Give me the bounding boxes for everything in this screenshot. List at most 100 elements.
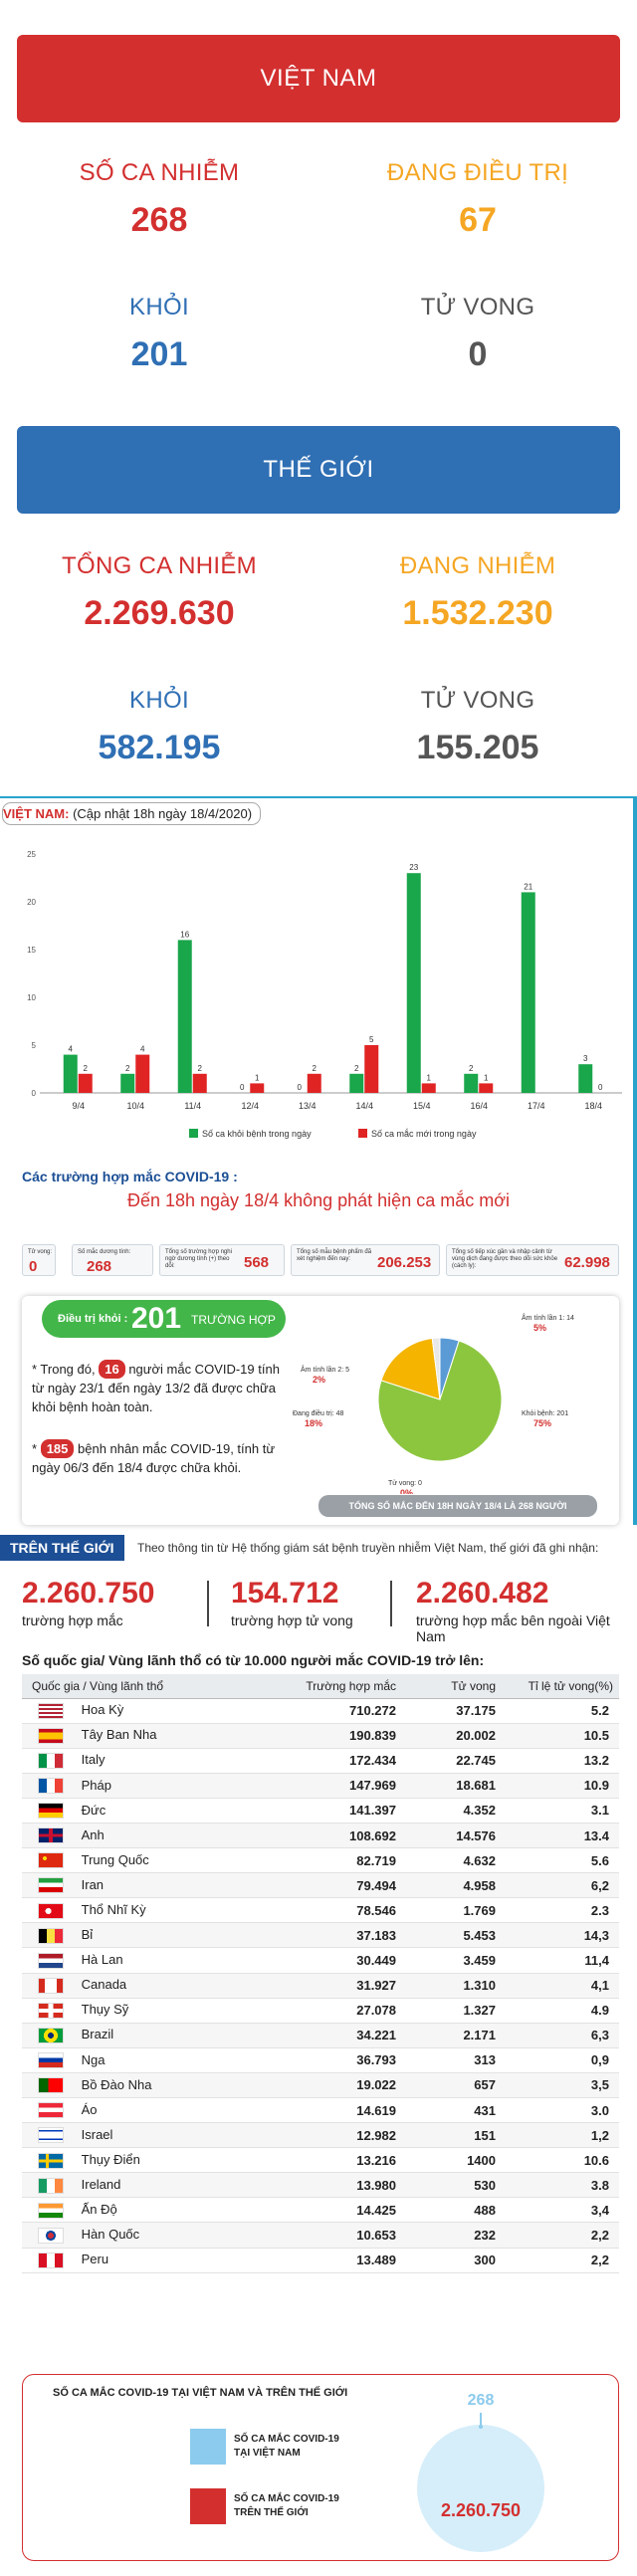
bar-data-label: 2 bbox=[469, 1064, 474, 1073]
bar-data-label: 1 bbox=[484, 1073, 489, 1082]
country-cell: Iran bbox=[22, 1872, 291, 1899]
country-name: Áo bbox=[81, 2101, 98, 2117]
vn-stat-recovered: KHỎI 201 bbox=[0, 294, 318, 374]
deaths-cell: 431 bbox=[410, 2097, 510, 2124]
vn-circle-label: 268 bbox=[468, 2392, 495, 2409]
note1-text: người mắc COVID-19 tính từ ngày 23/1 đến… bbox=[32, 1362, 280, 1414]
box-label: Tổng số tiếp xúc gần và nhập cảnh từ vùn… bbox=[452, 1249, 558, 1269]
deaths-cell: 2.171 bbox=[410, 2023, 510, 2048]
rate-cell: 14,3 bbox=[510, 1922, 619, 1949]
note2-prefix: * bbox=[32, 1441, 38, 1456]
country-cell: Hoa Kỳ bbox=[22, 1698, 291, 1724]
vietnam-detail-panel: VIỆT NAM: (Cập nhật 18h ngày 18/4/2020) … bbox=[0, 796, 637, 1525]
pie-label: Âm tính lần 1: 14 bbox=[522, 1313, 574, 1322]
stat-value: 67 bbox=[459, 201, 497, 239]
cases-cell: 13.489 bbox=[291, 2248, 410, 2273]
flag-fr-icon bbox=[38, 1778, 64, 1795]
cases-cell: 190.839 bbox=[291, 1723, 410, 1749]
rate-cell: 3.1 bbox=[510, 1798, 619, 1824]
cases-cell: 78.546 bbox=[291, 1897, 410, 1924]
table-row: Iran 79.494 4.958 6,2 bbox=[22, 1872, 619, 1899]
col-cases: Trường hợp mắc bbox=[291, 1674, 410, 1699]
stat-value: 155.205 bbox=[416, 729, 539, 766]
country-name: Anh bbox=[81, 1826, 105, 1842]
bar-data-label: 4 bbox=[69, 1045, 74, 1054]
col-rate: Tỉ lệ tử vong(%) bbox=[510, 1674, 619, 1699]
table-row: Hoa Kỳ 710.272 37.175 5.2 bbox=[22, 1698, 619, 1724]
country-name: Nga bbox=[81, 2051, 106, 2067]
x-tick-label: 10/4 bbox=[126, 1101, 144, 1111]
country-name: Tây Ban Nha bbox=[81, 1727, 157, 1743]
stat-boxes: Tử vong: 0 Số mắc dương tính: 268 Tổng s… bbox=[22, 1244, 619, 1278]
comparison-title: SỐ CA MẮC COVID-19 TẠI VIỆT NAM VÀ TRÊN … bbox=[53, 2387, 348, 2399]
country-name: Hàn Quốc bbox=[81, 2227, 140, 2243]
cases-cell: 30.449 bbox=[291, 1947, 410, 1974]
deaths-cell: 5.453 bbox=[410, 1922, 510, 1949]
pie-label: Khỏi bệnh: 201 bbox=[522, 1409, 568, 1417]
rate-cell: 3,5 bbox=[510, 2072, 619, 2099]
pie-label: Tử vong: 0 bbox=[388, 1479, 422, 1487]
bar-data-label: 0 bbox=[298, 1083, 303, 1092]
recovered-box: Điều trị khỏi : 201 TRƯỜNG HỢP * Trong đ… bbox=[22, 1296, 619, 1525]
bar-data-label: 5 bbox=[369, 1035, 374, 1044]
stat-label: TỔNG CA NHIỄM bbox=[62, 552, 257, 579]
table-row: Thụy Điển 13.216 1400 10.6 bbox=[22, 2147, 619, 2174]
vn-stat-deaths: TỬ VONG 0 bbox=[318, 294, 637, 374]
flag-at-icon bbox=[38, 2102, 64, 2119]
country-name: Thụy Sỹ bbox=[81, 2002, 129, 2018]
flag-il-icon bbox=[38, 2127, 64, 2144]
bar-data-label: 2 bbox=[198, 1064, 203, 1073]
deaths-cell: 14.576 bbox=[410, 1823, 510, 1849]
comparison-box: SỐ CA MẮC COVID-19 TẠI VIỆT NAM VÀ TRÊN … bbox=[22, 2374, 619, 2561]
pie-percent: 5% bbox=[533, 1323, 546, 1333]
cases-cell: 141.397 bbox=[291, 1798, 410, 1824]
vn-stat-treating: ĐANG ĐIỀU TRỊ 67 bbox=[318, 159, 637, 240]
col-country: Quốc gia / Vùng lãnh thổ bbox=[22, 1674, 291, 1699]
flag-se-icon bbox=[38, 2152, 64, 2169]
box-label: Số mắc dương tính: bbox=[78, 1249, 131, 1255]
country-cell: Ireland bbox=[22, 2172, 291, 2199]
stat-label: TỬ VONG bbox=[420, 687, 535, 714]
country-cell: Hà Lan bbox=[22, 1947, 291, 1974]
x-tick-label: 9/4 bbox=[72, 1101, 85, 1111]
deaths-cell: 151 bbox=[410, 2122, 510, 2149]
bar-data-label: 16 bbox=[180, 930, 189, 939]
stat-box-deaths: Tử vong: 0 bbox=[22, 1244, 56, 1276]
flag-it-icon bbox=[38, 1753, 64, 1770]
rate-cell: 3,4 bbox=[510, 2197, 619, 2224]
legend-world-line2: TRÊN THẾ GIỚI bbox=[234, 2507, 309, 2518]
cases-cell: 13.980 bbox=[291, 2172, 410, 2199]
deaths-cell: 37.175 bbox=[410, 1698, 510, 1724]
pie-percent: 18% bbox=[305, 1418, 322, 1428]
flag-de-icon bbox=[38, 1803, 64, 1820]
stat-box-suspected: Tổng số trường hợp nghi ngờ dương tính (… bbox=[159, 1244, 285, 1276]
x-tick-label: 13/4 bbox=[299, 1101, 317, 1111]
country-cell: Trung Quốc bbox=[22, 1847, 291, 1874]
divider bbox=[207, 1581, 209, 1626]
pie-slice bbox=[431, 1337, 441, 1400]
bar-recovered-11/4 bbox=[177, 940, 192, 1093]
bar-new-14/4 bbox=[364, 1045, 379, 1093]
big-label: trường hợp mắc bbox=[22, 1612, 123, 1628]
world-big-cases: 2.260.750 trường hợp mắc bbox=[22, 1577, 154, 1628]
country-cell: Thụy Sỹ bbox=[22, 1998, 291, 2024]
x-tick-label: 14/4 bbox=[355, 1101, 373, 1111]
pie-slice bbox=[380, 1337, 441, 1400]
bar-recovered-9/4 bbox=[63, 1054, 78, 1093]
legend-world-line1: SỐ CA MẮC COVID-19 bbox=[234, 2493, 339, 2504]
cases-cell: 12.982 bbox=[291, 2122, 410, 2149]
bar-recovered-16/4 bbox=[464, 1073, 479, 1093]
legend-vn-line2: TẠI VIỆT NAM bbox=[234, 2448, 301, 2459]
flag-nl-icon bbox=[38, 1952, 64, 1969]
table-row: Pháp 147.969 18.681 10.9 bbox=[22, 1773, 619, 1799]
bar-recovered-17/4 bbox=[521, 892, 535, 1093]
country-name: Bỉ bbox=[81, 1927, 94, 1943]
table-header-row: Quốc gia / Vùng lãnh thổ Trường hợp mắc … bbox=[22, 1674, 619, 1699]
note2-text: bệnh nhân mắc COVID-19, tính từ ngày 06/… bbox=[32, 1441, 276, 1475]
world-circle-label: 2.260.750 bbox=[441, 2500, 521, 2520]
stat-label: KHỎI bbox=[129, 687, 189, 714]
rate-cell: 1,2 bbox=[510, 2122, 619, 2149]
flag-in-icon bbox=[38, 2202, 64, 2219]
rate-cell: 5.6 bbox=[510, 1847, 619, 1874]
